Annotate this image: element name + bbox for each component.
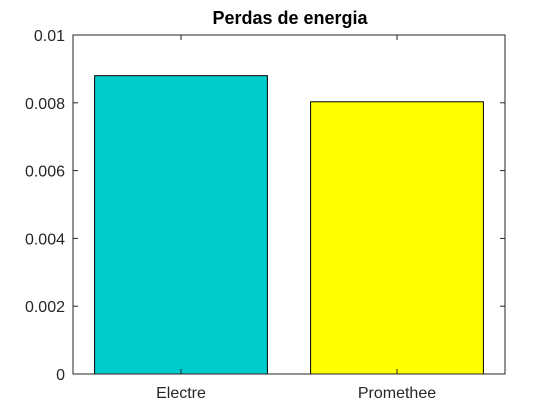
axes-group bbox=[72, 34, 506, 375]
y-tick-label: 0.002 bbox=[25, 299, 65, 316]
y-tick-label: 0.008 bbox=[25, 96, 65, 113]
x-tick-label: Promethee bbox=[358, 385, 436, 402]
bars-group bbox=[94, 75, 484, 375]
bar-electre bbox=[94, 75, 268, 375]
x-tick-label: Electre bbox=[156, 385, 206, 402]
y-tick-label: 0.01 bbox=[34, 28, 65, 45]
y-tick-label: 0.004 bbox=[25, 231, 65, 248]
ticks-group: 0 0.002 0.004 0.006 0.008 0.01 Electre Promethe… bbox=[25, 28, 505, 402]
chart-title: Perdas de energia bbox=[212, 8, 368, 28]
axes-box bbox=[72, 34, 506, 375]
y-tick-label: 0 bbox=[56, 367, 65, 384]
y-tick-label: 0.006 bbox=[25, 164, 65, 181]
bar-promethee bbox=[310, 101, 484, 375]
